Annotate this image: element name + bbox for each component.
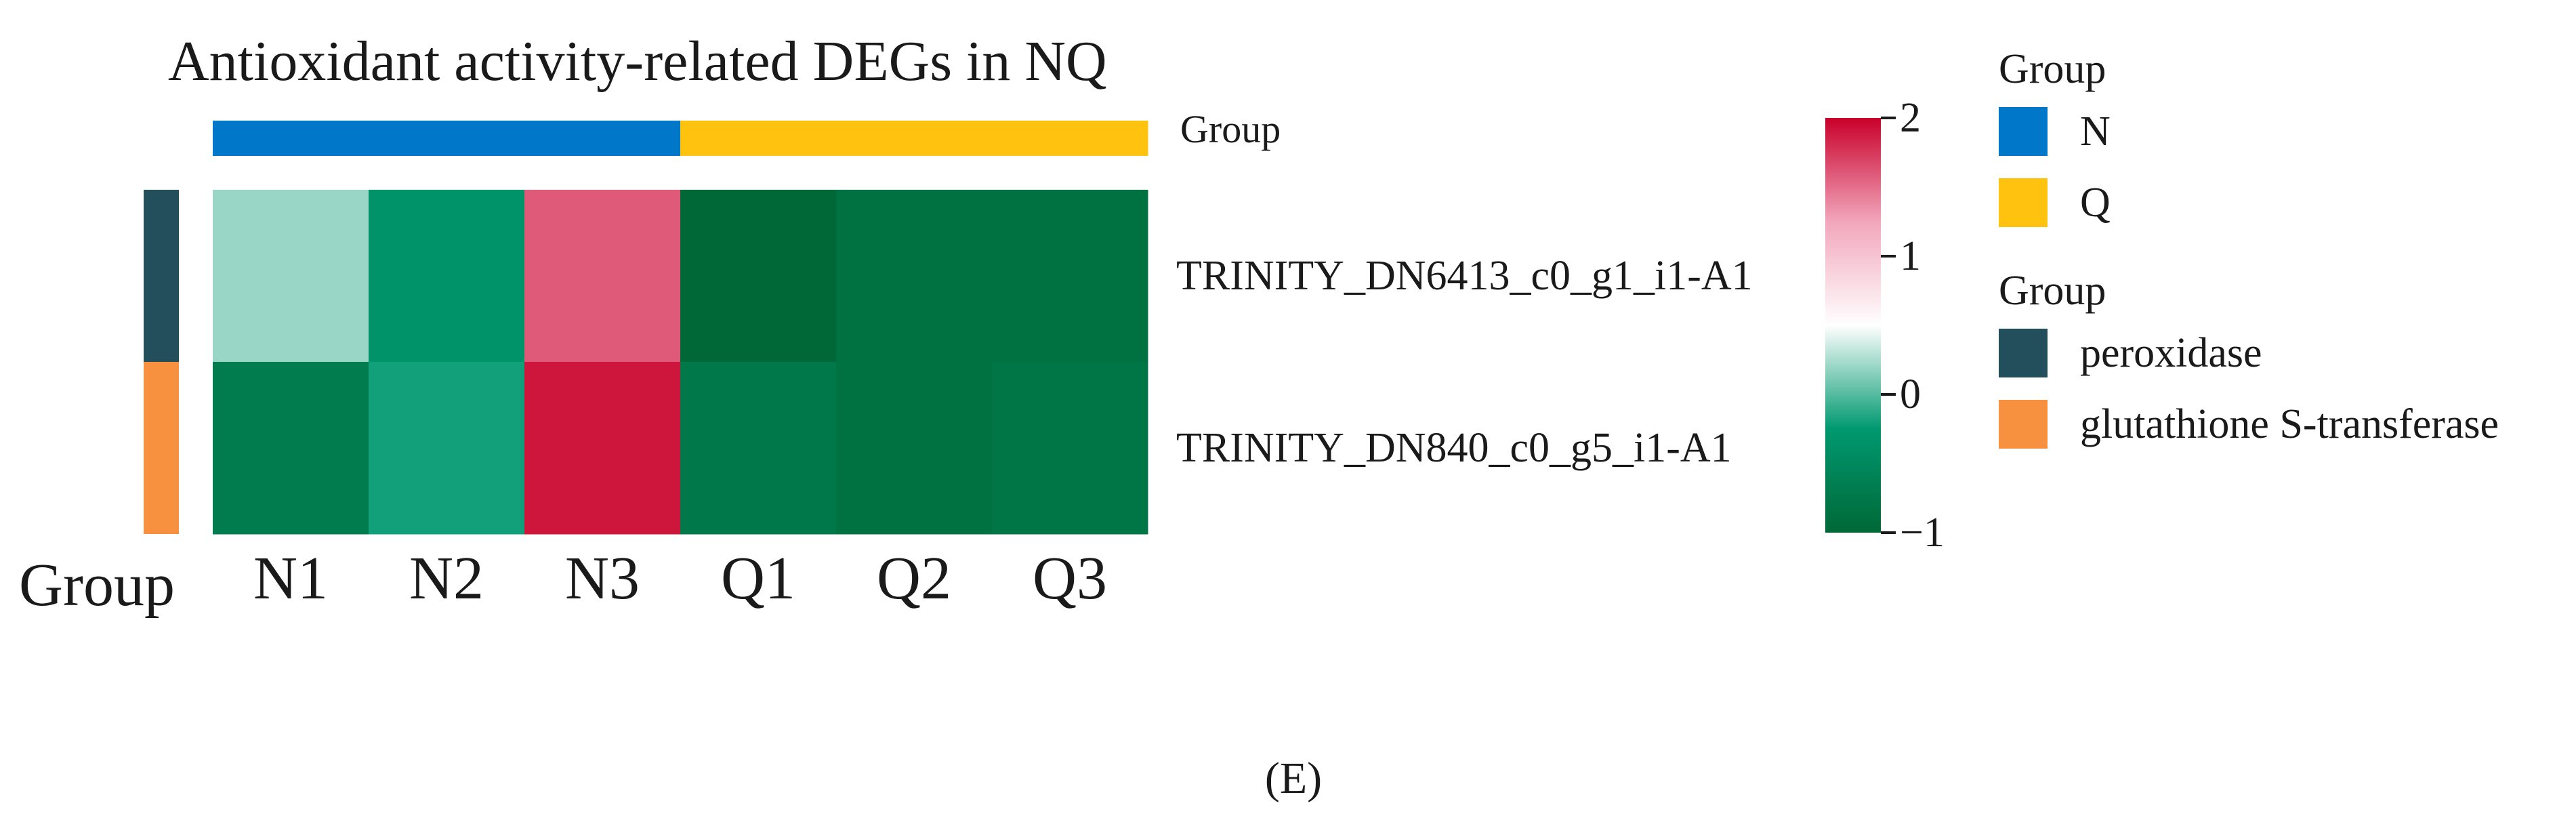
row-labels: TRINITY_DN6413_c0_g1_i1-A1 TRINITY_DN840_…: [1176, 253, 1753, 471]
heatmap-cell: [992, 362, 1148, 535]
heatmap-cell: [836, 190, 993, 363]
heatmap-cell: [836, 362, 993, 535]
figure-caption: (E): [1265, 754, 1322, 803]
heatmap-cell: [213, 190, 369, 363]
legend-swatch: [1999, 329, 2048, 377]
heatmap-cell: [680, 190, 837, 363]
legend-swatch: [1999, 400, 2048, 449]
column-label: Q3: [1033, 545, 1107, 612]
column-label: Q2: [877, 545, 951, 612]
colorbar-tick-label: 2: [1900, 95, 1921, 141]
column-label: N1: [253, 545, 328, 612]
top-annotation-cell: [836, 121, 993, 156]
legend-item-label: peroxidase: [2080, 330, 2262, 376]
legend-title: Group: [1999, 46, 2106, 92]
colorbar-tick-label: −1: [1900, 510, 1945, 556]
top-annotation-cell: [680, 121, 837, 156]
column-label: N3: [565, 545, 640, 612]
top-annotation-cell: [992, 121, 1148, 156]
legend-swatch: [1999, 178, 2048, 227]
heatmap-cell: [213, 362, 369, 535]
colorbar-tick-label: 1: [1900, 233, 1921, 279]
heatmap-cell: [369, 362, 525, 535]
top-annotation-cell: [213, 121, 369, 156]
legend-item-label: glutathione S-transferase: [2080, 401, 2499, 447]
row-label: TRINITY_DN6413_c0_g1_i1-A1: [1176, 253, 1753, 299]
top-annotation-cell: [369, 121, 525, 156]
colorbar-ticks: 2 1 0 −1: [1881, 95, 1945, 556]
colorbar-tick-label: 0: [1900, 371, 1921, 417]
heatmap-cell: [524, 362, 681, 535]
left-annotation-cell: [144, 362, 179, 534]
left-group-annotation: [144, 190, 179, 534]
legend-item-label: N: [2080, 108, 2111, 155]
legend-title: Group: [1999, 268, 2106, 314]
top-group-annotation: [213, 121, 1148, 156]
left-annotation-label: Group: [19, 552, 175, 619]
heatmap-cell: [680, 362, 837, 535]
top-annotation-cell: [524, 121, 681, 156]
legend-item-label: Q: [2080, 180, 2111, 226]
column-labels: N1 N2 N3 Q1 Q2 Q3: [253, 545, 1107, 612]
heatmap-cells: [213, 190, 1148, 535]
legends: Group NQ Group peroxidase glutathione S-tran…: [1999, 46, 2499, 449]
heatmap-cell: [992, 190, 1148, 363]
heatmap-cell: [369, 190, 525, 363]
colorbar-gradient: [1825, 118, 1881, 533]
colorbar: 2 1 0 −1: [1825, 95, 1945, 556]
chart-title: Antioxidant activity-related DEGs in NQ: [168, 30, 1107, 93]
heatmap-cell: [524, 190, 681, 363]
column-label: N2: [409, 545, 484, 612]
top-annotation-label: Group: [1180, 107, 1281, 151]
legend-swatch: [1999, 107, 2048, 156]
left-annotation-cell: [144, 190, 179, 362]
column-label: Q1: [721, 545, 795, 612]
row-label: TRINITY_DN840_c0_g5_i1-A1: [1176, 425, 1732, 471]
